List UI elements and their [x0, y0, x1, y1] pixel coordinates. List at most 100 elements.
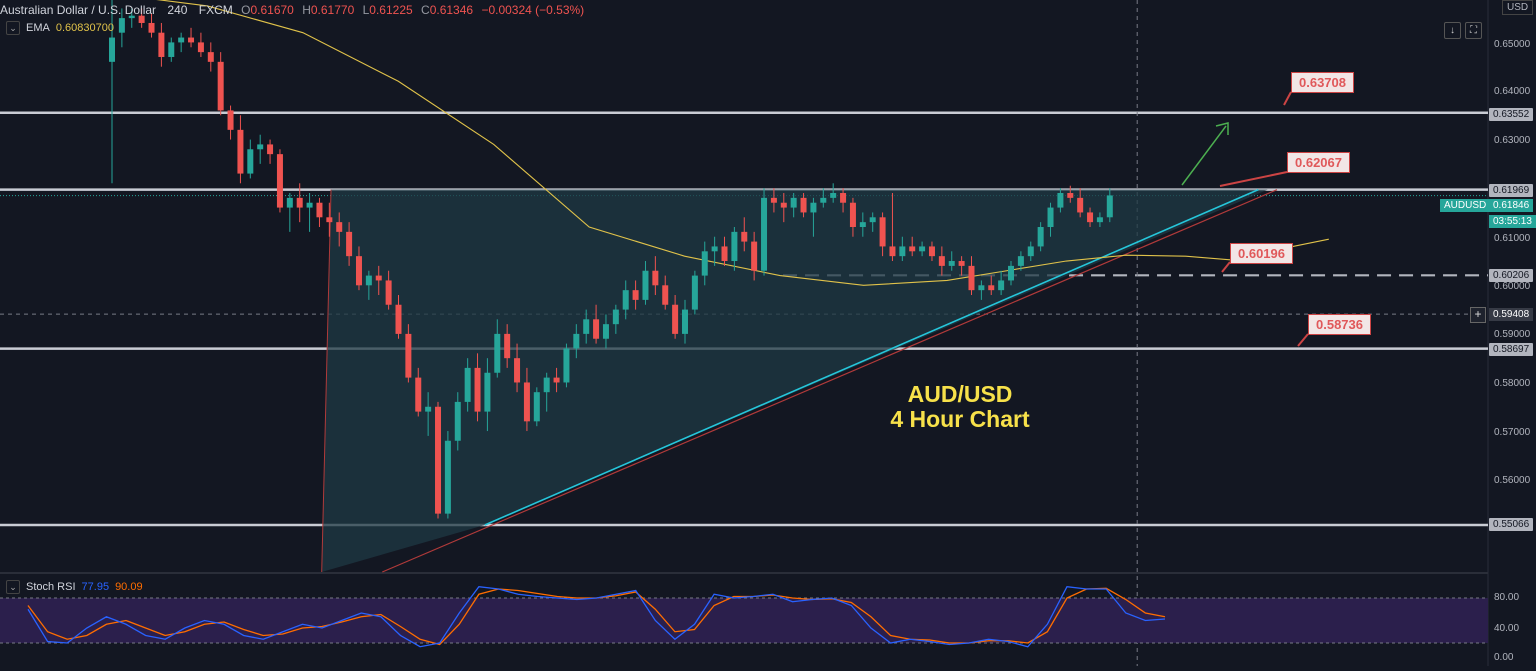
- candle: [602, 314, 609, 349]
- candle-body: [968, 265, 975, 291]
- symbol-tag: AUDUSD: [1440, 199, 1491, 212]
- candle: [879, 212, 886, 257]
- candle: [543, 372, 550, 412]
- candle-body: [859, 222, 866, 228]
- price-tick: 0.57000: [1494, 427, 1531, 438]
- triangle-left-edge: [321, 189, 332, 573]
- candle: [899, 236, 906, 262]
- candle-body: [948, 261, 955, 266]
- candle-body: [296, 197, 303, 208]
- chart-header: Australian Dollar / U.S. Dollar 240 FXCM…: [0, 3, 584, 17]
- candle: [810, 197, 817, 237]
- candle-body: [761, 197, 768, 271]
- callout-label: 0.62067: [1287, 152, 1350, 173]
- candle: [227, 105, 234, 140]
- open-label: O: [241, 3, 251, 17]
- price-tick: 0.60000: [1494, 281, 1531, 292]
- candle: [188, 27, 195, 48]
- candle-body: [346, 231, 353, 257]
- candle: [761, 188, 768, 276]
- candle: [533, 387, 540, 427]
- candle-body: [553, 377, 560, 383]
- ascending-trendline: [484, 188, 1259, 526]
- candle: [178, 32, 185, 53]
- candle-body: [800, 197, 807, 213]
- download-icon[interactable]: ↓: [1444, 22, 1461, 39]
- candle: [820, 188, 827, 208]
- candle-body: [741, 231, 748, 242]
- candle-body: [336, 222, 343, 232]
- candle: [573, 324, 580, 359]
- candle: [1087, 207, 1094, 228]
- candle-body: [711, 246, 718, 252]
- interval[interactable]: 240: [167, 3, 188, 17]
- fullscreen-icon[interactable]: ⛶: [1465, 22, 1482, 39]
- candle-body: [770, 197, 777, 203]
- candle: [247, 139, 254, 179]
- candle-body: [701, 251, 708, 276]
- candle: [444, 431, 451, 519]
- candle: [672, 295, 679, 339]
- candle: [484, 358, 491, 432]
- candle-body: [316, 202, 323, 218]
- candle-body: [593, 319, 600, 339]
- candle: [514, 343, 521, 393]
- candle-body: [1077, 197, 1084, 213]
- candle-body: [810, 202, 817, 213]
- candle: [770, 188, 777, 213]
- candle: [869, 212, 876, 232]
- candle-body: [1037, 227, 1044, 247]
- candle-body: [118, 18, 125, 33]
- candle-body: [425, 406, 432, 412]
- level-tag: 0.63552: [1489, 108, 1534, 121]
- candle: [1017, 251, 1024, 271]
- currency-label[interactable]: USD: [1502, 0, 1534, 15]
- candle-body: [938, 256, 945, 266]
- candle: [978, 280, 985, 300]
- candle-body: [474, 367, 481, 412]
- candle: [583, 309, 590, 344]
- triangle-lower-edge: [382, 189, 1278, 573]
- candle: [405, 324, 412, 383]
- ema-legend[interactable]: ⌄ EMA 0.60830700: [6, 21, 114, 35]
- level-tag: 0.58697: [1489, 343, 1534, 356]
- crosshair-price-tag: 0.59408: [1489, 308, 1534, 321]
- add-alert-icon[interactable]: +: [1470, 307, 1486, 323]
- collapse-icon[interactable]: ⌄: [6, 580, 20, 594]
- high-label: H: [302, 3, 311, 17]
- candle: [928, 241, 935, 262]
- callout-label: 0.63708: [1291, 72, 1354, 93]
- collapse-icon[interactable]: ⌄: [6, 21, 20, 35]
- price-tick: 0.63000: [1494, 135, 1531, 146]
- candle-body: [681, 309, 688, 334]
- candle-body: [583, 319, 590, 334]
- candle: [691, 270, 698, 315]
- candle-body: [978, 285, 985, 291]
- level-tag: 0.55066: [1489, 518, 1534, 531]
- candle: [780, 193, 787, 223]
- candle-body: [820, 197, 827, 203]
- candle: [1077, 188, 1084, 218]
- candle: [662, 275, 669, 310]
- candle-body: [365, 275, 372, 286]
- candle: [425, 392, 432, 436]
- candle-body: [128, 15, 135, 19]
- candle: [948, 251, 955, 271]
- candle-body: [276, 154, 283, 208]
- candle: [375, 265, 382, 296]
- candle: [790, 193, 797, 218]
- candle-body: [523, 382, 530, 422]
- candle: [968, 256, 975, 296]
- candle: [355, 246, 362, 291]
- candle: [909, 236, 916, 257]
- exchange: FXCM: [198, 3, 233, 17]
- candle: [523, 367, 530, 432]
- candle-body: [1017, 256, 1024, 266]
- candle-body: [464, 367, 471, 402]
- candle: [849, 197, 856, 237]
- candle-body: [188, 37, 195, 43]
- candle-body: [909, 246, 916, 252]
- stoch-rsi-legend[interactable]: ⌄ Stoch RSI 77.95 90.09: [6, 580, 143, 594]
